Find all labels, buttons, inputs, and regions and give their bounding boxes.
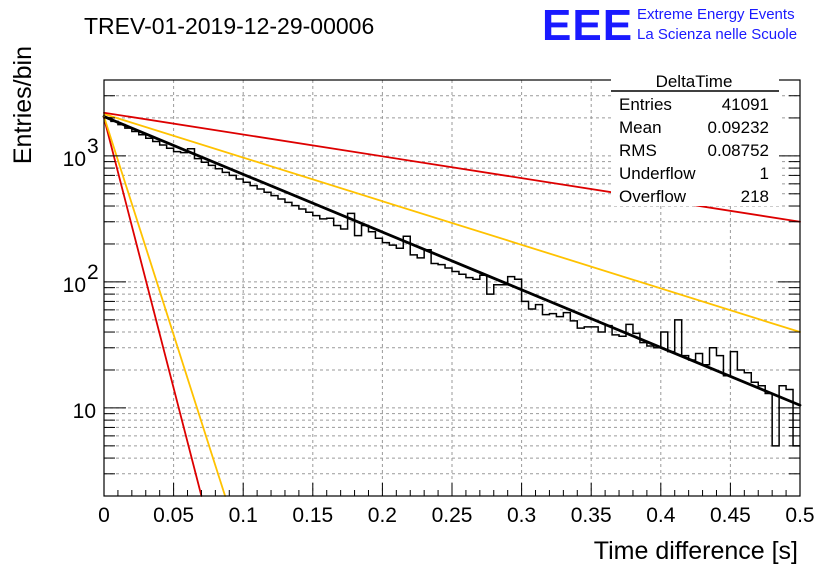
x-tick-label: 0 — [98, 504, 110, 527]
logo-line-1: Extreme Energy Events — [637, 6, 795, 23]
tick-labels: 0 0.05 0.1 0.15 0.2 0.25 0.3 0.35 0.4 0.45 0.51010… — [63, 135, 815, 527]
stats-row-label: Overflow — [619, 187, 687, 206]
fit-curves — [102, 111, 802, 497]
x-tick-label: 0.15 — [292, 504, 333, 527]
x-tick-label: 0.3 — [507, 504, 536, 527]
stats-row-label: Underflow — [619, 164, 696, 183]
stats-row-value: 1 — [760, 164, 769, 183]
stats-row-value: 41091 — [722, 95, 769, 114]
y-tick-exponent: 3 — [87, 135, 99, 158]
x-tick-label: 0.5 — [785, 504, 814, 527]
stats-box: DeltaTime Entries 41091 Mean 0.09232 RMS 0.08… — [611, 71, 779, 206]
x-tick-label: 0.25 — [432, 504, 473, 527]
fit-line — [102, 115, 802, 407]
fit-line — [103, 115, 227, 497]
chart-title: TREV-01-2019-12-29-00006 — [84, 13, 374, 39]
stats-rows: Entries 41091 Mean 0.09232 RMS 0.08752 Underfl… — [619, 95, 769, 206]
y-tick-exponent: 2 — [87, 261, 99, 284]
x-tick-label: 0.45 — [710, 504, 751, 527]
x-axis-label: Time difference [s] — [594, 537, 798, 565]
y-tick-label: 10 — [63, 148, 86, 171]
x-tick-label: 0.35 — [571, 504, 612, 527]
stats-box-title: DeltaTime — [656, 72, 733, 91]
y-tick-label: 10 — [73, 400, 96, 423]
x-tick-label: 0.05 — [153, 504, 194, 527]
fit-line — [103, 113, 801, 333]
y-axis-label: Entries/bin — [9, 46, 37, 164]
fit-line — [103, 117, 203, 497]
logo-text: EEE — [542, 1, 633, 50]
y-tick-label: 10 — [63, 274, 86, 297]
logo-line-2: La Scienza nelle Scuole — [637, 26, 797, 43]
eee-logo: EEE Extreme Energy Events La Scienza nel… — [542, 1, 797, 50]
stats-row-value: 0.09232 — [708, 118, 769, 137]
histogram — [104, 117, 800, 447]
stats-row-label: Entries — [619, 95, 672, 114]
stats-box-background — [611, 71, 779, 206]
axis-ticks — [103, 79, 801, 497]
stats-row-label: Mean — [619, 118, 662, 137]
x-tick-label: 0.4 — [646, 504, 676, 527]
stats-row-label: RMS — [619, 141, 657, 160]
stats-row-value: 218 — [741, 187, 769, 206]
x-tick-label: 0.2 — [368, 504, 397, 527]
histogram-outline — [104, 117, 800, 447]
x-tick-label: 0.1 — [229, 504, 258, 527]
stats-row-value: 0.08752 — [708, 141, 769, 160]
